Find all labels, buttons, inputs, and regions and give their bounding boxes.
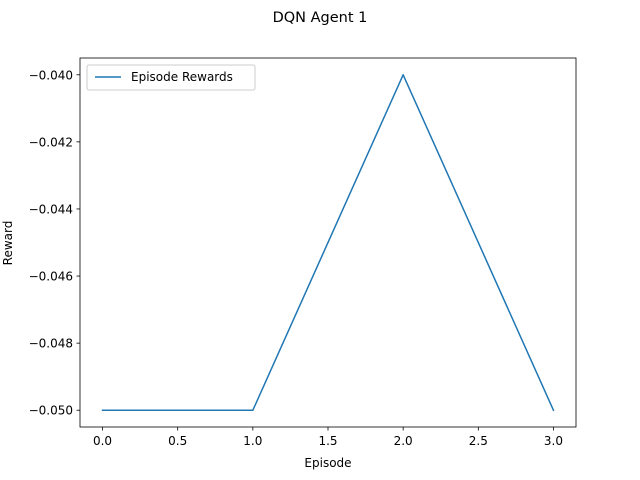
legend-label-episode-rewards: Episode Rewards: [131, 70, 233, 84]
y-axis-ticks: −0.050 −0.048 −0.046 −0.044 −0.042 −0.040: [29, 68, 80, 418]
x-tick-label: 2.0: [394, 434, 413, 448]
y-axis-label: Reward: [1, 221, 15, 266]
x-tick-label: 0.0: [93, 434, 112, 448]
x-tick-label: 3.0: [544, 434, 563, 448]
y-tick-label: −0.050: [29, 404, 73, 418]
x-tick-label: 0.5: [168, 434, 187, 448]
x-axis-label: Episode: [304, 456, 351, 470]
chart-title: DQN Agent 1: [273, 10, 368, 26]
y-tick-label: −0.040: [29, 68, 73, 82]
legend-box: [86, 64, 256, 91]
plot-frame: [79, 57, 577, 428]
legend: Episode Rewards: [86, 64, 256, 91]
x-axis-ticks: 0.0 0.5 1.0 1.5 2.0 2.5 3.0: [93, 427, 563, 448]
y-tick-label: −0.046: [29, 270, 73, 284]
x-tick-label: 1.0: [243, 434, 262, 448]
y-tick-label: −0.042: [29, 135, 73, 149]
x-tick-label: 2.5: [469, 434, 488, 448]
series-layer: [101, 74, 555, 412]
series-line-episode-rewards: [101, 74, 555, 412]
y-tick-label: −0.044: [29, 202, 73, 216]
x-tick-label: 1.5: [318, 434, 337, 448]
y-tick-label: −0.048: [29, 337, 73, 351]
